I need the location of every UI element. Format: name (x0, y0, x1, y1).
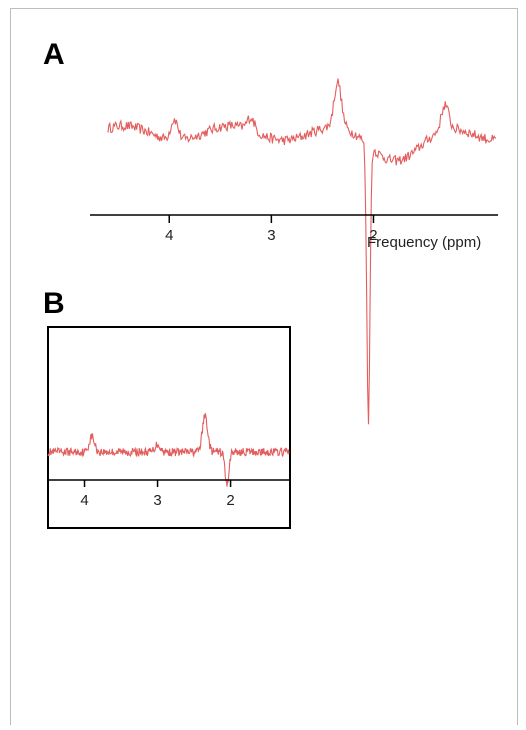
x-tick-label: 4 (80, 492, 88, 509)
panel-a-label: A (43, 38, 65, 71)
x-tick-label: 3 (153, 492, 161, 509)
spectrum-trace-a (107, 78, 497, 425)
x-tick-label: 2 (369, 227, 377, 244)
panel-b-label: B (43, 287, 65, 320)
x-axis-title: Frequency (ppm) (367, 234, 481, 251)
spectrum-trace-b (47, 413, 290, 487)
figure-frame (10, 8, 518, 725)
chart-panel-b: 4 3 2 (47, 413, 291, 509)
x-tick-label: 3 (267, 227, 275, 244)
x-tick-label: 4 (165, 227, 173, 244)
panel-b-box (47, 326, 291, 529)
x-tick-label: 2 (226, 492, 234, 509)
